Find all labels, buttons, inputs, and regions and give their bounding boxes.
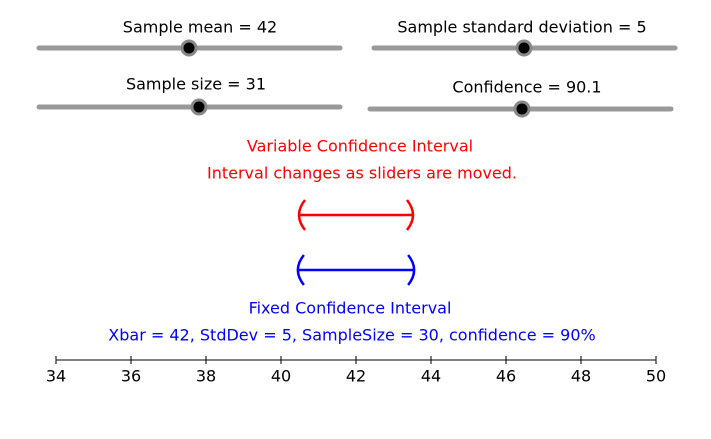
tick-label: 42: [346, 367, 366, 386]
slider-label: Sample standard deviation = 5: [397, 18, 646, 37]
fixed-note: Xbar = 42, StdDev = 5, SampleSize = 30, …: [108, 326, 595, 345]
tick-label: 44: [421, 367, 441, 386]
variable-title: Variable Confidence Interval: [247, 137, 473, 156]
slider-thumb[interactable]: [180, 39, 198, 57]
slider-label: Sample size = 31: [126, 75, 266, 94]
tick-label: 50: [646, 367, 666, 386]
interval: [296, 254, 416, 286]
variable-note: Interval changes as sliders are moved.: [207, 164, 517, 183]
tick-label: 36: [121, 367, 141, 386]
fixed-title: Fixed Confidence Interval: [249, 299, 452, 318]
slider-label: Confidence = 90.1: [452, 78, 601, 97]
tick-label: 48: [571, 367, 591, 386]
tick-label: 46: [496, 367, 516, 386]
tick-label: 34: [46, 367, 66, 386]
slider-label: Sample mean = 42: [123, 18, 277, 37]
slider-thumb[interactable]: [190, 98, 208, 116]
interval: [297, 199, 415, 231]
tick-label: 38: [196, 367, 216, 386]
tick-label: 40: [271, 367, 291, 386]
slider-thumb[interactable]: [515, 39, 533, 57]
slider-thumb[interactable]: [513, 100, 531, 118]
